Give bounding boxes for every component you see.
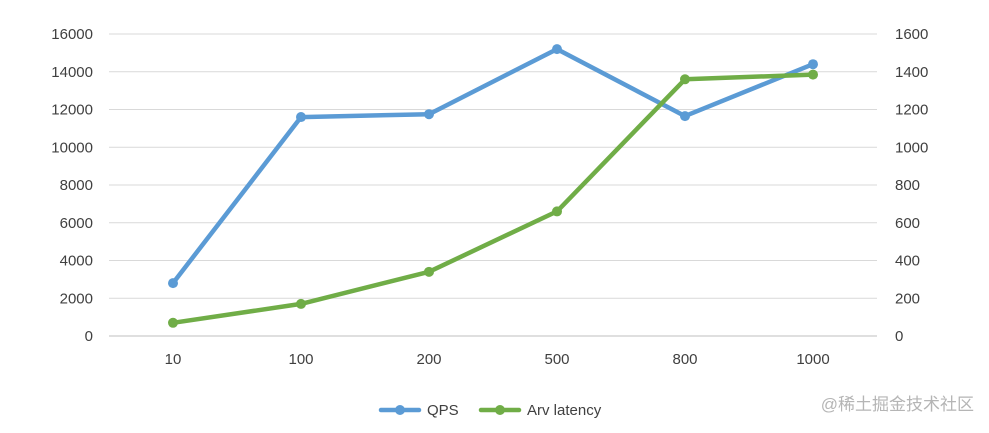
x-tick-label: 100 bbox=[288, 351, 313, 368]
arv-latency-data-point bbox=[168, 317, 178, 328]
x-tick-label: 500 bbox=[544, 351, 569, 368]
legend-marker-qps bbox=[395, 405, 405, 415]
left-y-tick-label: 16000 bbox=[51, 26, 93, 43]
qps-series-line bbox=[170, 46, 816, 286]
arv-latency-data-point bbox=[424, 266, 434, 277]
qps-data-point bbox=[424, 109, 434, 120]
right-y-tick-label: 600 bbox=[895, 215, 920, 232]
right-y-tick-label: 200 bbox=[895, 290, 920, 307]
right-y-tick-label: 0 bbox=[895, 328, 903, 345]
left-y-tick-label: 14000 bbox=[51, 64, 93, 81]
right-y-tick-label: 1600 bbox=[895, 26, 928, 43]
x-tick-label: 200 bbox=[416, 351, 441, 368]
left-y-tick-label: 10000 bbox=[51, 139, 93, 156]
right-y-tick-label: 1400 bbox=[895, 64, 928, 81]
qps-data-point bbox=[552, 44, 562, 55]
left-y-tick-label: 4000 bbox=[60, 253, 93, 270]
x-tick-label: 10 bbox=[165, 351, 182, 368]
legend-label-qps: QPS bbox=[427, 402, 459, 419]
arv-latency-data-point bbox=[552, 206, 562, 217]
qps-data-point bbox=[808, 59, 818, 70]
right-y-tick-label: 400 bbox=[895, 253, 920, 270]
x-tick-label: 1000 bbox=[796, 351, 829, 368]
legend-marker-arv-latency bbox=[495, 405, 505, 415]
qps-data-point bbox=[680, 111, 690, 122]
left-y-tick-label: 6000 bbox=[60, 215, 93, 232]
qps-data-point bbox=[168, 278, 178, 289]
right-y-tick-label: 1000 bbox=[895, 139, 928, 156]
x-axis: 10 100 200 500 800 1000 bbox=[165, 351, 830, 368]
series-lines bbox=[168, 44, 818, 328]
legend: QPS Arv latency bbox=[378, 402, 602, 419]
arv-latency-data-point bbox=[680, 74, 690, 85]
arv-latency-data-point bbox=[296, 298, 306, 309]
left-y-tick-label: 12000 bbox=[51, 102, 93, 119]
watermark-text: @稀土掘金技术社区 bbox=[821, 395, 974, 414]
arv-latency-series-line bbox=[170, 72, 816, 326]
left-y-tick-label: 8000 bbox=[60, 177, 93, 194]
arv-latency-data-point bbox=[808, 69, 818, 80]
left-y-tick-label: 2000 bbox=[60, 290, 93, 307]
x-tick-label: 800 bbox=[672, 351, 697, 368]
gridlines bbox=[109, 33, 877, 337]
right-y-axis: 0 200 400 600 800 1000 1200 1400 1600 bbox=[895, 26, 928, 345]
right-y-tick-label: 800 bbox=[895, 177, 920, 194]
left-y-tick-label: 0 bbox=[85, 328, 93, 345]
legend-label-arv-latency: Arv latency bbox=[527, 402, 602, 419]
right-y-tick-label: 1200 bbox=[895, 102, 928, 119]
qps-data-point bbox=[296, 112, 306, 123]
left-y-axis: 0 2000 4000 6000 8000 10000 12000 14000 16000 bbox=[51, 26, 93, 345]
